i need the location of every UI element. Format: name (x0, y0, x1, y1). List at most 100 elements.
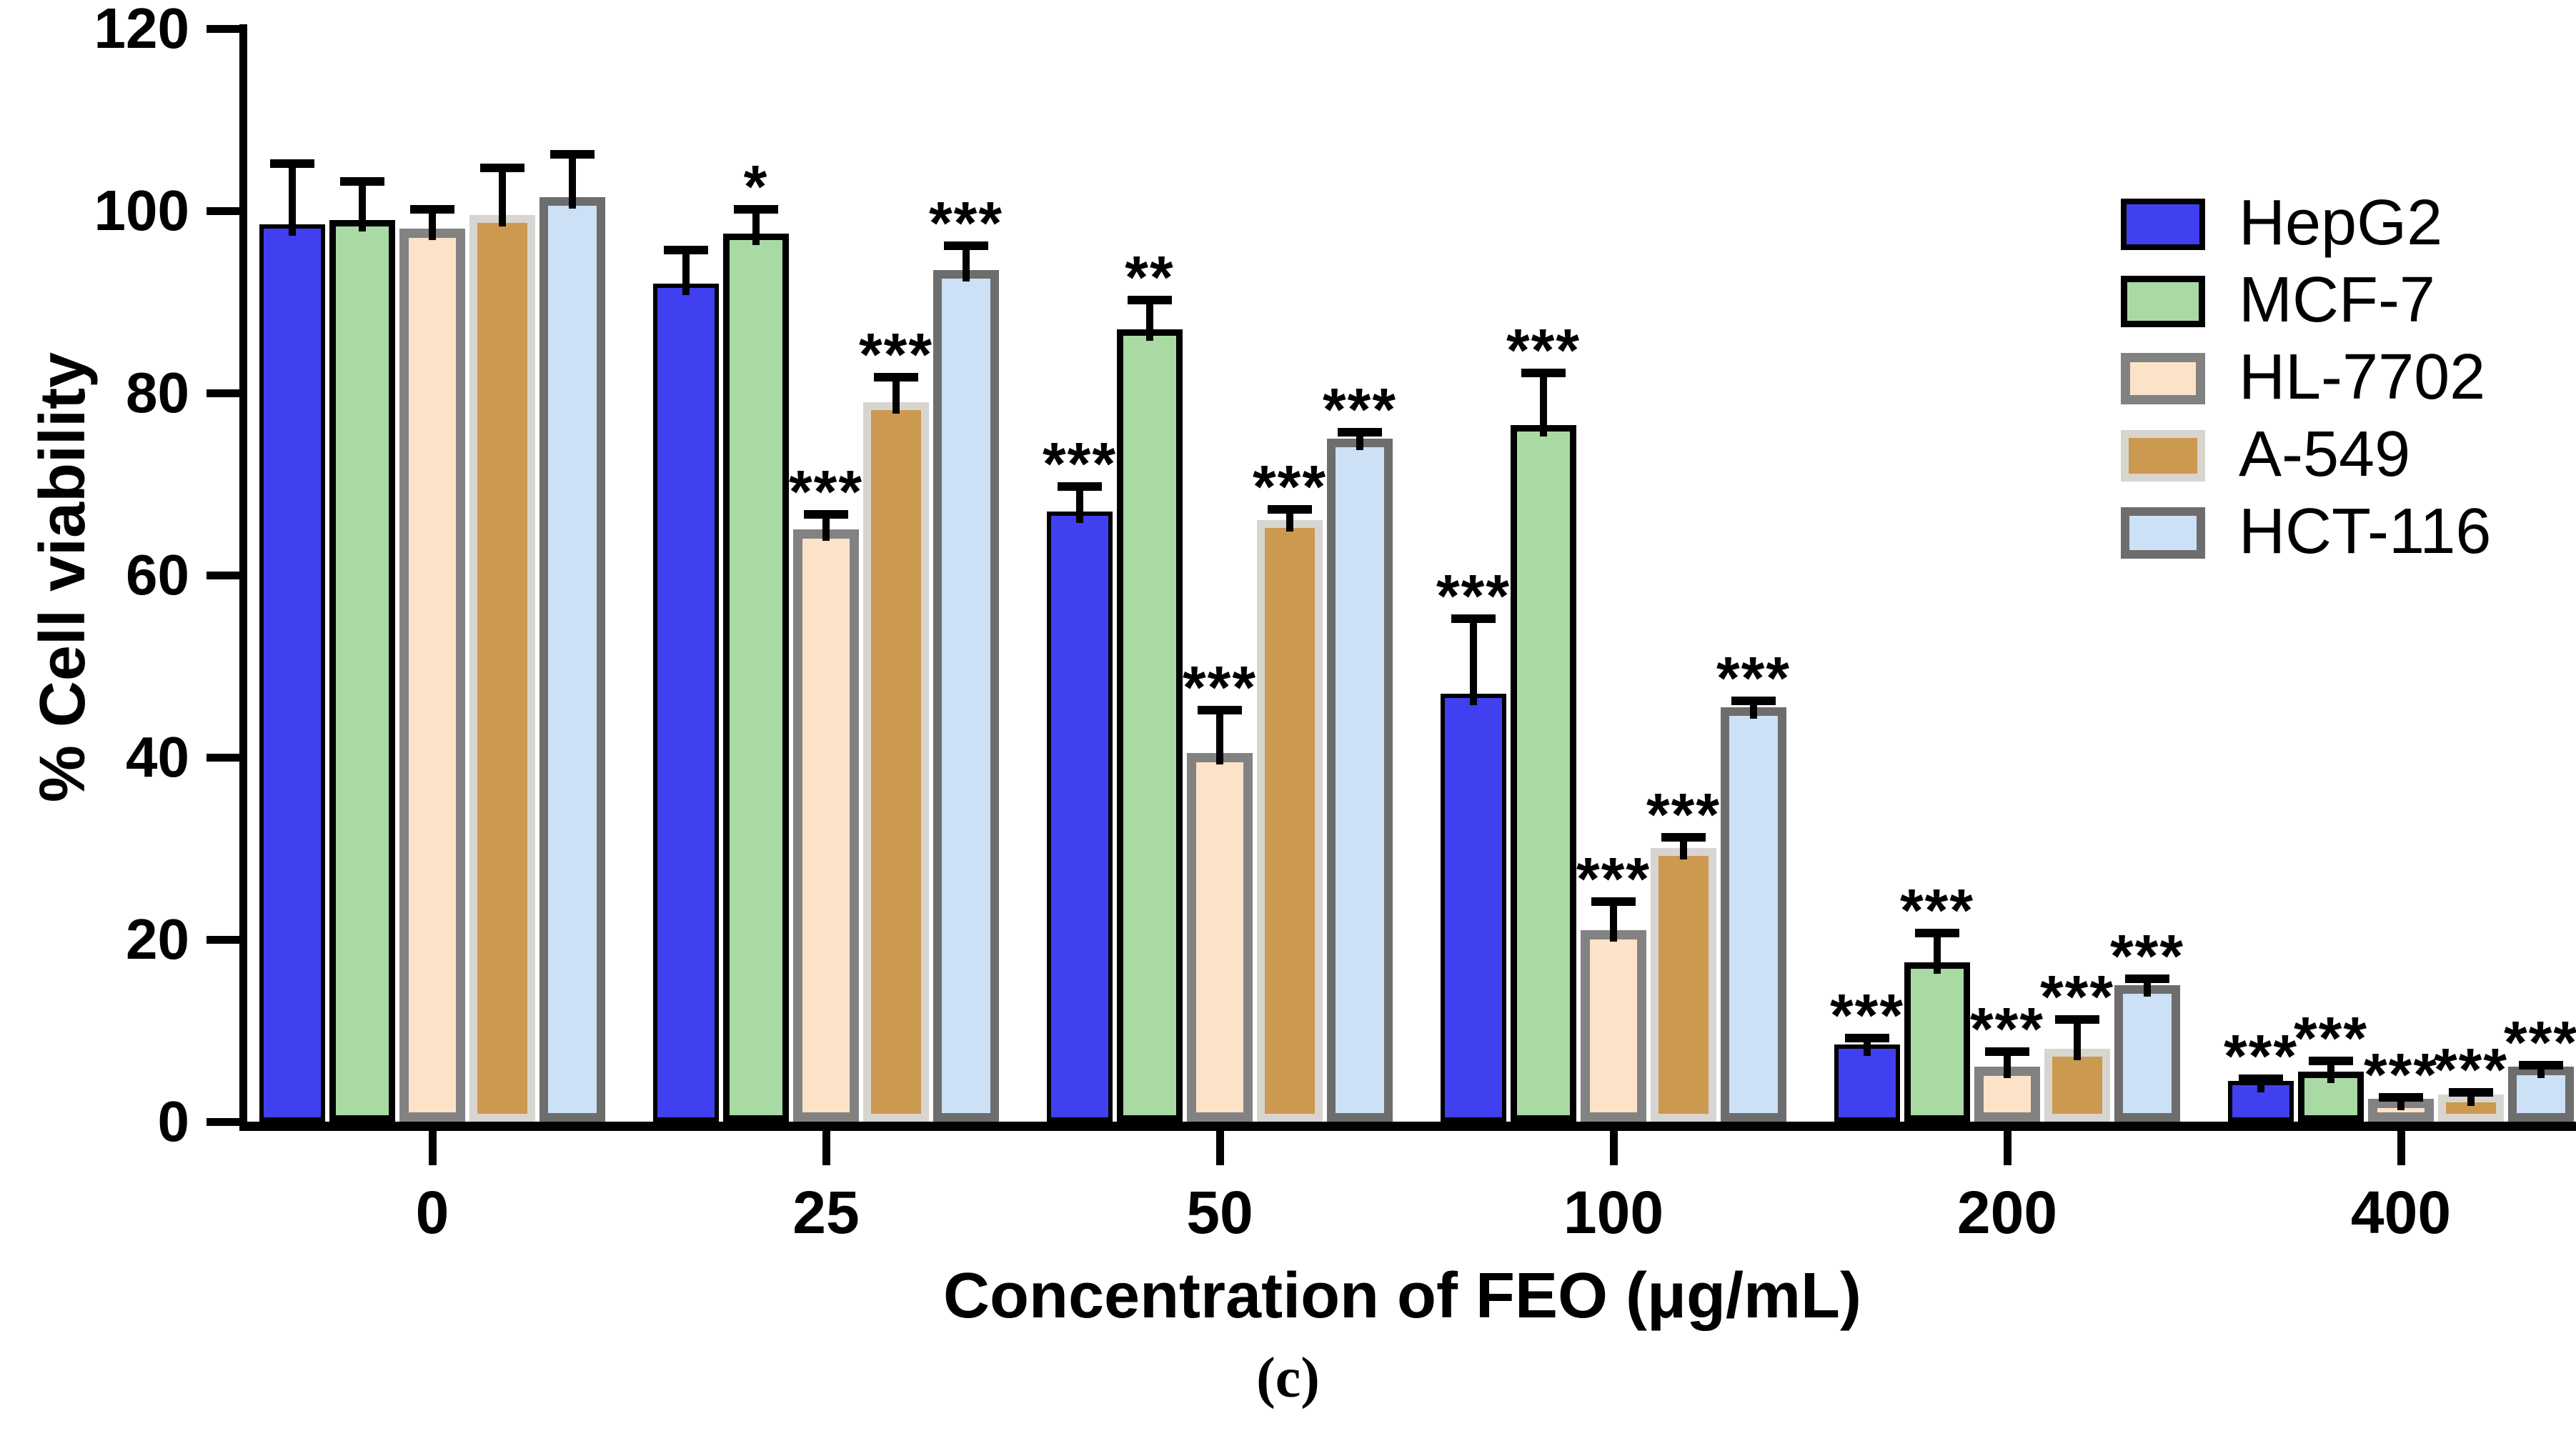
bar-HepG2-0 (259, 224, 325, 1122)
error-bar-stem-MCF-7-0 (359, 179, 366, 231)
error-bar-stem-A-549-100 (1680, 834, 1687, 859)
error-bar-cap-MCF-7-50 (1128, 296, 1172, 304)
x-tick-50 (1216, 1131, 1224, 1165)
error-bar-cap-HCT-116-100 (1731, 697, 1776, 705)
x-tick-label-400: 400 (2350, 1179, 2452, 1246)
error-bar-stem-HepG2-100 (1470, 617, 1477, 705)
significance-stars-MCF-7-200: *** (1899, 877, 1975, 944)
error-bar-stem-HL-7702-100 (1610, 898, 1617, 942)
error-bar-stem-HL-7702-0 (429, 206, 436, 240)
significance-stars-MCF-7-50: ** (1125, 244, 1175, 311)
significance-stars-A-549-100: *** (1646, 781, 1721, 848)
error-bar-stem-HepG2-400 (2257, 1077, 2264, 1092)
error-bar-cap-HepG2-200 (1845, 1034, 1889, 1042)
significance-stars-HCT-116-400: *** (2503, 1009, 2576, 1076)
significance-stars-HCT-116-100: *** (1716, 644, 1791, 712)
error-bar-cap-A-549-0 (480, 164, 524, 172)
significance-stars-HepG2-200: *** (1829, 982, 1905, 1049)
bar-HCT-116-25 (933, 270, 999, 1122)
error-bar-cap-HL-7702-0 (410, 205, 454, 214)
x-tick-label-50: 50 (1186, 1179, 1253, 1246)
error-bar-cap-HepG2-400 (2239, 1075, 2283, 1083)
error-bar-cap-MCF-7-0 (340, 177, 384, 186)
significance-stars-MCF-7-100: *** (1506, 316, 1581, 384)
y-tick-label-20: 20 (126, 907, 189, 971)
error-bar-stem-A-549-0 (499, 165, 506, 226)
bar-A-549-0 (469, 215, 535, 1122)
significance-stars-HepG2-50: *** (1042, 430, 1118, 497)
error-bar-cap-HL-7702-25 (804, 510, 848, 519)
error-bar-cap-HCT-116-0 (550, 150, 595, 159)
bar-HL-7702-100 (1581, 930, 1646, 1122)
bar-HepG2-50 (1047, 512, 1113, 1122)
error-bar-cap-MCF-7-25 (734, 205, 778, 214)
error-bar-stem-HL-7702-25 (822, 511, 830, 541)
legend-label-HepG2: HepG2 (2239, 187, 2443, 259)
error-bar-cap-HCT-116-25 (944, 241, 988, 250)
error-bar-stem-HepG2-50 (1076, 484, 1083, 523)
bar-HL-7702-50 (1187, 753, 1253, 1122)
error-bar-stem-A-549-200 (2074, 1017, 2081, 1060)
y-tick-40 (207, 754, 239, 762)
error-bar-stem-HepG2-200 (1864, 1035, 1871, 1056)
bar-MCF-7-50 (1117, 329, 1183, 1122)
significance-stars-MCF-7-400: *** (2293, 1004, 2369, 1072)
error-bar-cap-HepG2-25 (664, 246, 708, 254)
error-bar-cap-A-549-25 (874, 373, 918, 382)
error-bar-stem-MCF-7-200 (1934, 930, 1941, 974)
significance-stars-HL-7702-100: *** (1576, 845, 1651, 912)
legend-swatch-HCT-116 (2121, 507, 2205, 559)
bar-MCF-7-0 (329, 220, 395, 1122)
y-tick-20 (207, 936, 239, 944)
significance-stars-HL-7702-50: *** (1182, 654, 1258, 721)
significance-stars-HL-7702-25: *** (788, 458, 864, 525)
bar-MCF-7-100 (1511, 425, 1576, 1122)
error-bar-stem-HL-7702-400 (2397, 1095, 2405, 1110)
legend-label-HCT-116: HCT-116 (2239, 496, 2492, 567)
error-bar-stem-HCT-116-0 (569, 151, 576, 209)
legend-swatch-HL-7702 (2121, 353, 2205, 404)
error-bar-cap-HL-7702-400 (2379, 1093, 2423, 1102)
error-bar-stem-MCF-7-50 (1146, 297, 1153, 341)
legend-swatch-HepG2 (2121, 199, 2205, 250)
error-bar-cap-HepG2-50 (1058, 482, 1102, 491)
y-axis-line (239, 24, 247, 1131)
error-bar-cap-MCF-7-400 (2309, 1057, 2353, 1065)
bar-HCT-116-400 (2508, 1067, 2574, 1122)
x-tick-400 (2397, 1131, 2405, 1165)
error-bar-stem-A-549-25 (892, 375, 900, 414)
x-tick-25 (822, 1131, 830, 1165)
y-tick-label-100: 100 (94, 179, 189, 242)
x-tick-0 (429, 1131, 437, 1165)
x-tick-100 (1610, 1131, 1618, 1165)
error-bar-stem-HepG2-25 (682, 247, 690, 295)
significance-stars-HepG2-100: *** (1436, 562, 1511, 629)
error-bar-stem-HL-7702-50 (1216, 707, 1223, 764)
bar-HL-7702-0 (399, 229, 465, 1122)
x-tick-label-100: 100 (1563, 1179, 1664, 1246)
error-bar-cap-HL-7702-200 (1985, 1047, 2029, 1056)
y-tick-label-60: 60 (126, 543, 189, 607)
error-bar-cap-HCT-116-50 (1338, 428, 1382, 437)
error-bar-stem-HepG2-0 (289, 161, 296, 236)
y-tick-label-0: 0 (157, 1090, 190, 1153)
significance-stars-HL-7702-200: *** (1969, 995, 2045, 1062)
significance-stars-A-549-50: *** (1252, 453, 1328, 520)
error-bar-cap-HCT-116-400 (2519, 1061, 2563, 1069)
error-bar-stem-MCF-7-400 (2327, 1058, 2334, 1083)
bar-A-549-25 (863, 402, 929, 1122)
x-tick-200 (2004, 1131, 2011, 1165)
error-bar-stem-HCT-116-100 (1750, 698, 1757, 719)
bar-HepG2-100 (1441, 694, 1506, 1122)
figure-caption: (c) (1256, 1347, 1320, 1410)
error-bar-stem-HCT-116-400 (2537, 1062, 2545, 1078)
error-bar-cap-A-549-100 (1661, 833, 1706, 842)
error-bar-cap-MCF-7-100 (1521, 369, 1566, 377)
bar-HCT-116-200 (2114, 985, 2180, 1122)
error-bar-cap-A-549-50 (1268, 505, 1312, 514)
y-tick-label-120: 120 (94, 0, 189, 60)
bar-HepG2-200 (1834, 1044, 1900, 1122)
x-axis-title: Concentration of FEO (μg/mL) (943, 1260, 1861, 1332)
legend-label-HL-7702: HL-7702 (2239, 341, 2486, 413)
